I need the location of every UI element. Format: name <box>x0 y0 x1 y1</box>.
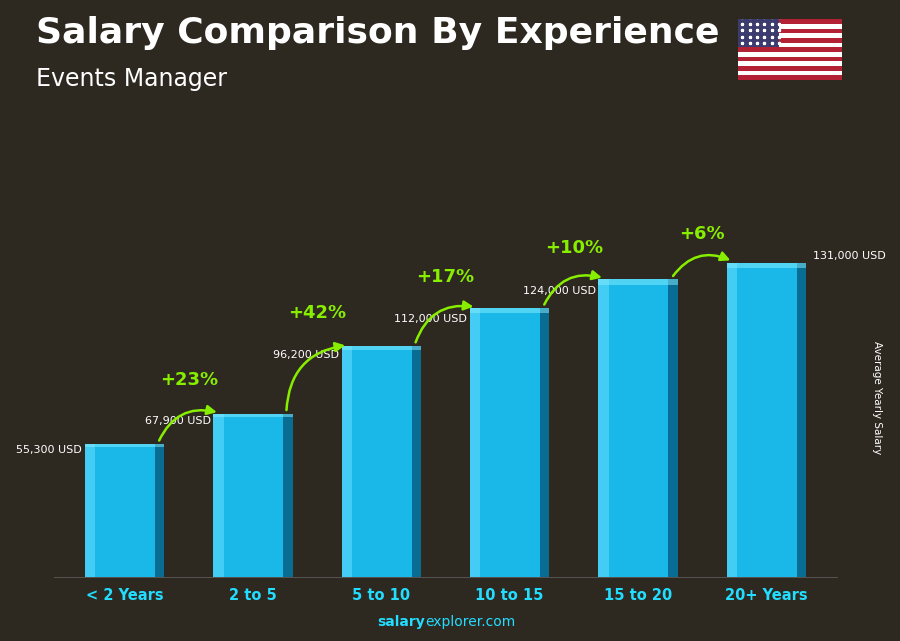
Bar <box>726 263 806 577</box>
Bar <box>738 24 842 29</box>
Text: 112,000 USD: 112,000 USD <box>394 314 467 324</box>
Text: 96,200 USD: 96,200 USD <box>273 351 339 360</box>
Bar <box>738 33 842 38</box>
Text: Average Yearly Salary: Average Yearly Salary <box>872 341 883 454</box>
Bar <box>213 414 223 577</box>
Bar <box>726 263 806 269</box>
Bar <box>155 444 165 577</box>
Bar <box>598 279 608 577</box>
Bar <box>85 444 165 447</box>
Bar <box>726 263 737 577</box>
Bar <box>470 308 550 313</box>
Bar <box>411 346 421 577</box>
Bar <box>738 71 842 76</box>
Text: +17%: +17% <box>417 268 474 286</box>
Bar <box>738 43 842 47</box>
Text: Salary Comparison By Experience: Salary Comparison By Experience <box>36 16 719 50</box>
Text: salary: salary <box>377 615 425 629</box>
Bar <box>341 346 352 577</box>
Bar <box>85 444 165 577</box>
Text: explorer.com: explorer.com <box>425 615 515 629</box>
Bar <box>738 19 842 24</box>
Bar <box>738 66 842 71</box>
Bar <box>85 444 95 577</box>
Bar <box>796 263 806 577</box>
Text: 67,900 USD: 67,900 USD <box>145 415 211 426</box>
Bar <box>669 279 678 577</box>
Text: Events Manager: Events Manager <box>36 67 227 91</box>
Bar <box>598 279 678 577</box>
Bar <box>738 76 842 80</box>
Bar <box>213 414 292 577</box>
Bar <box>738 38 842 43</box>
FancyBboxPatch shape <box>54 205 837 577</box>
Text: 124,000 USD: 124,000 USD <box>523 287 596 296</box>
Bar <box>341 346 421 577</box>
Text: +10%: +10% <box>544 239 603 257</box>
Bar <box>738 56 842 62</box>
Text: +42%: +42% <box>288 304 346 322</box>
Bar <box>470 308 550 577</box>
Text: +23%: +23% <box>159 371 218 390</box>
Text: 131,000 USD: 131,000 USD <box>813 251 886 262</box>
Bar <box>470 308 481 577</box>
Bar <box>341 346 421 351</box>
Bar <box>738 62 842 66</box>
Text: 55,300 USD: 55,300 USD <box>16 445 82 454</box>
Bar <box>738 29 842 33</box>
Bar <box>598 279 678 285</box>
Bar <box>738 19 779 47</box>
Bar <box>540 308 550 577</box>
Text: +6%: +6% <box>680 225 725 243</box>
Bar <box>284 414 292 577</box>
Bar <box>213 414 292 417</box>
Bar <box>738 52 842 56</box>
Bar <box>738 47 842 52</box>
